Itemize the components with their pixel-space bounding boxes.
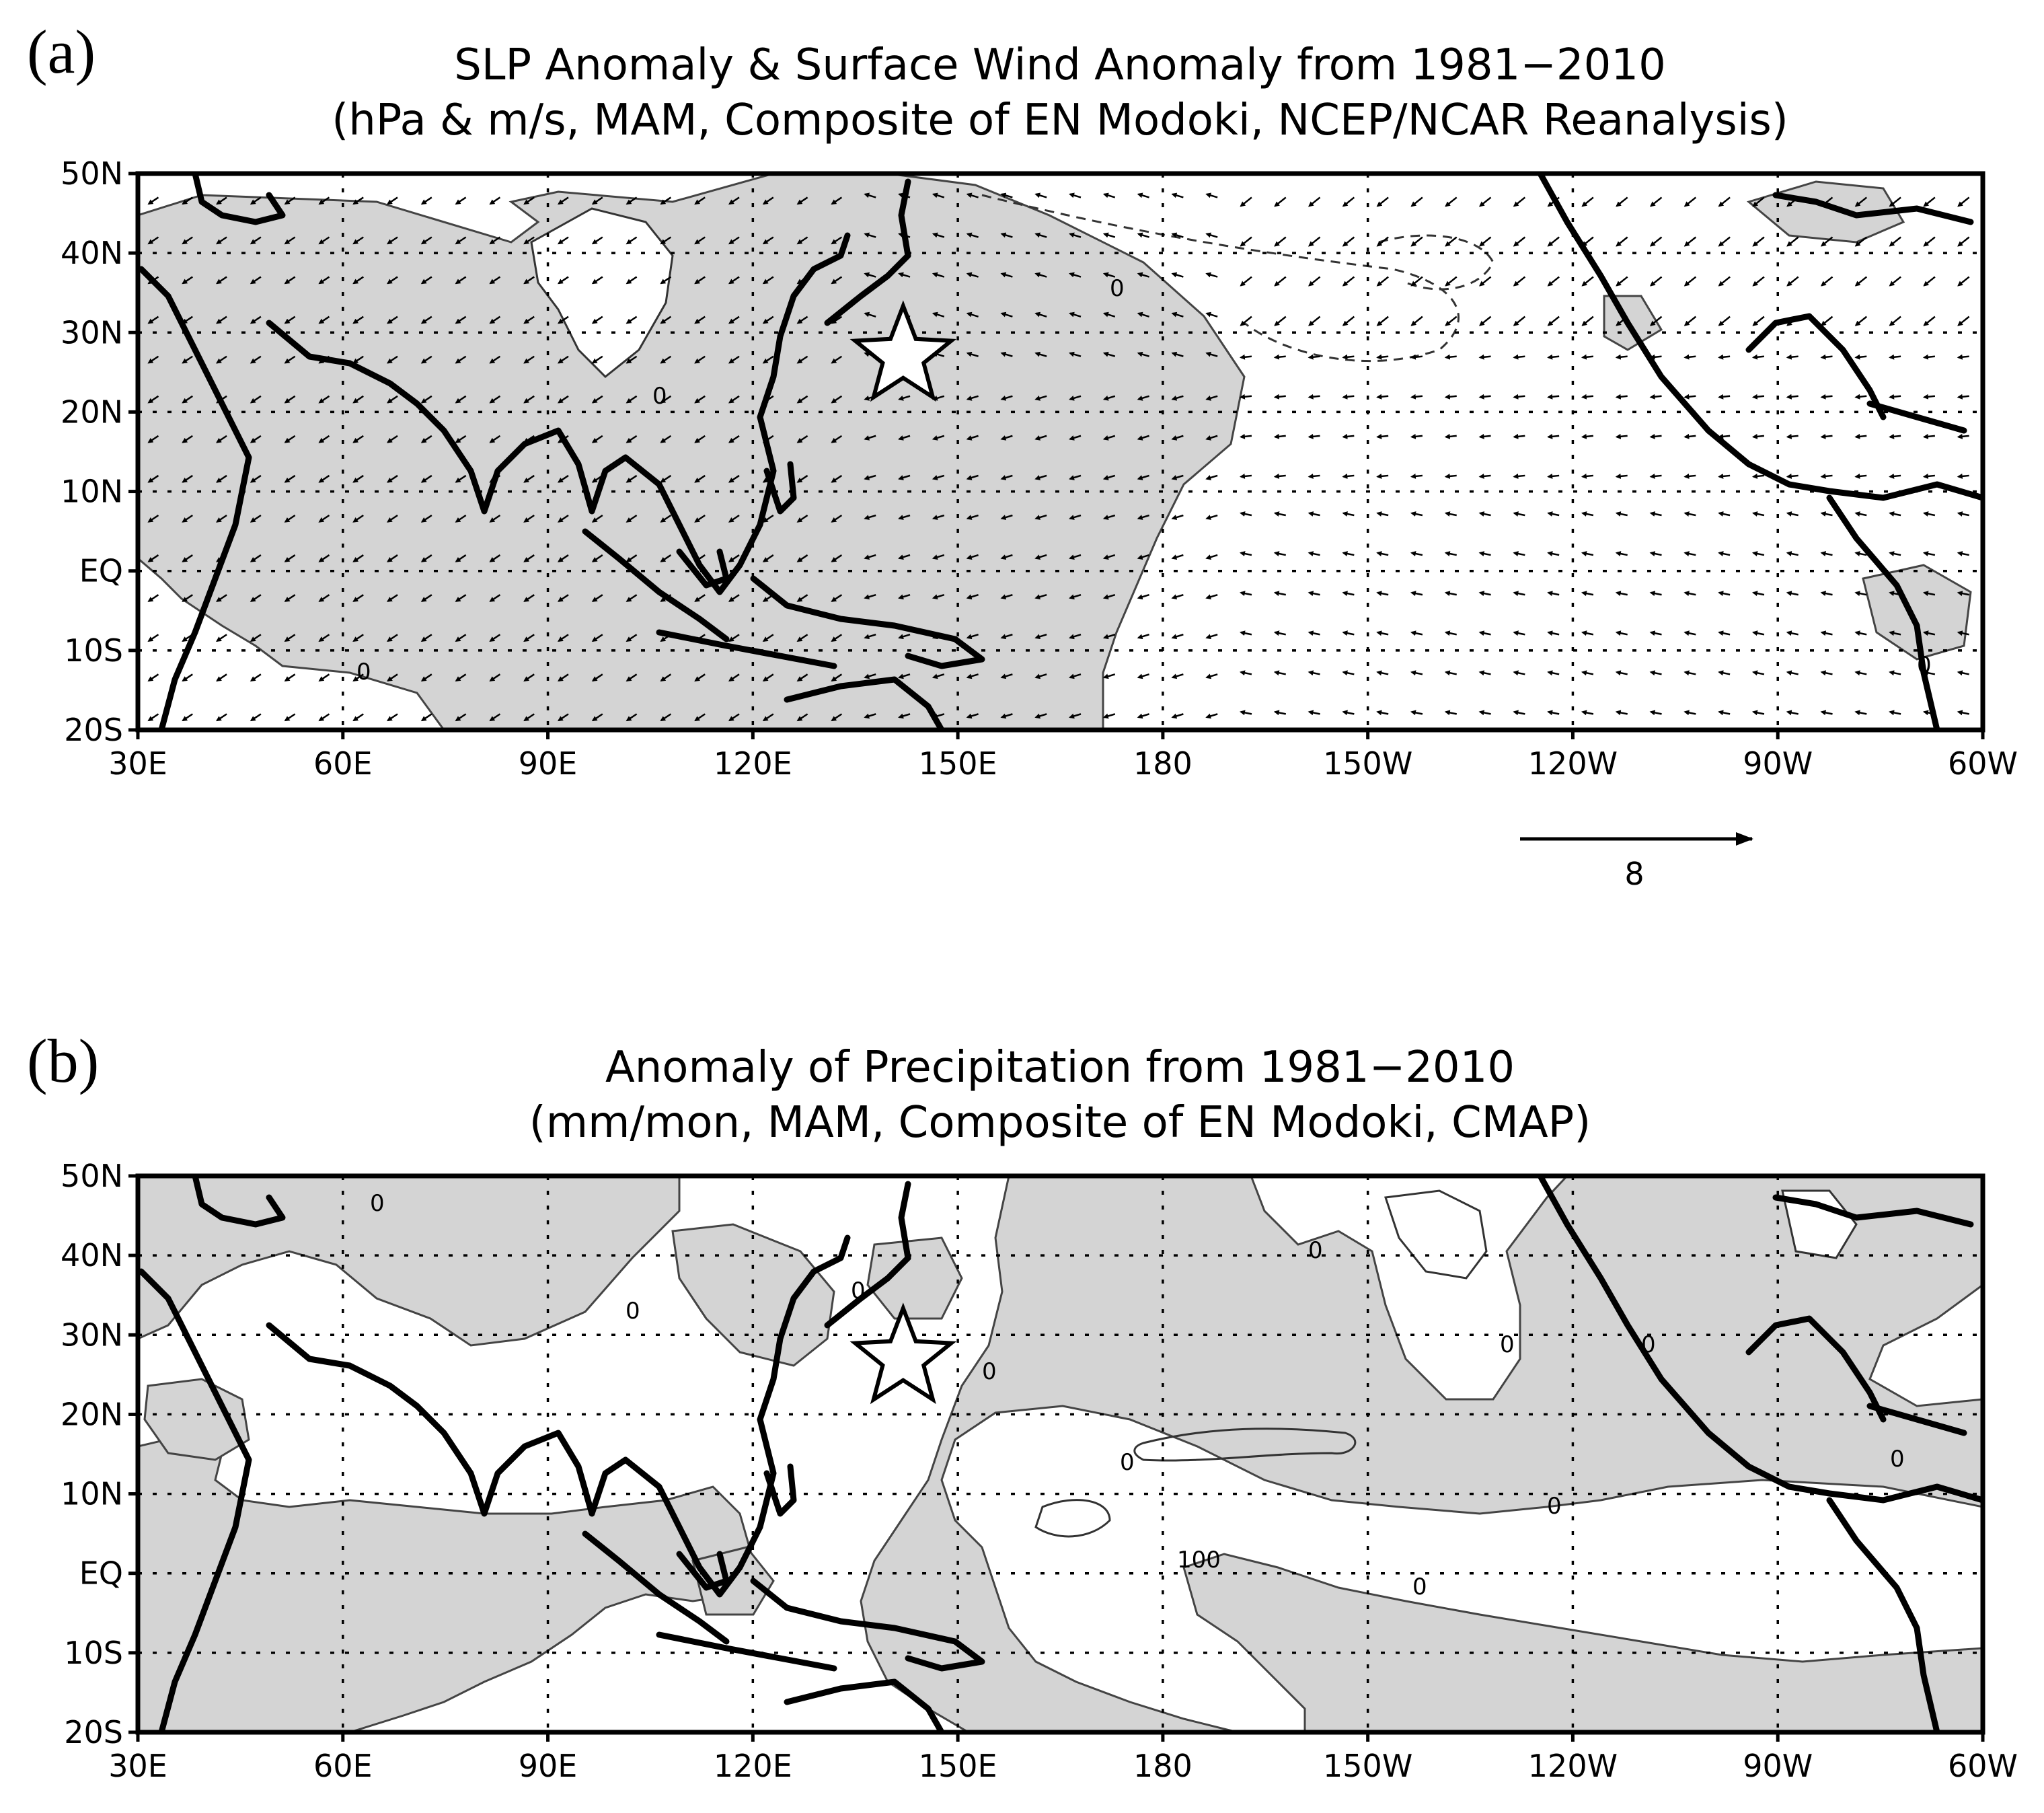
panel-b-contour-label: 0 <box>626 1298 640 1325</box>
panel-b-contour-label: 0 <box>1641 1331 1656 1358</box>
longitude-tick-label: 150E <box>919 745 997 782</box>
longitude-tick-label: 60W <box>1948 1748 2018 1784</box>
longitude-tick-label: 30E <box>108 1748 167 1784</box>
latitude-tick-label: 40N <box>61 235 123 271</box>
panel-a-contour-label: 0 <box>356 659 371 686</box>
panel-b-contour-label: 0 <box>1120 1449 1135 1476</box>
latitude-tick-label: 20S <box>64 1714 123 1750</box>
longitude-tick-label: 90W <box>1743 1748 1813 1784</box>
panel-a: (a) SLP Anomaly & Surface Wind Anomaly f… <box>27 17 2018 892</box>
panel-a-letter: (a) <box>27 17 96 86</box>
panel-b-contour-label: 0 <box>982 1358 997 1385</box>
latitude-tick-label: 40N <box>61 1237 123 1273</box>
longitude-tick-label: 60E <box>313 745 373 782</box>
latitude-tick-label: 10S <box>64 1635 123 1671</box>
longitude-tick-label: 90E <box>519 1748 578 1784</box>
latitude-tick-label: EQ <box>79 1555 123 1592</box>
panel-b-contour-label: 0 <box>370 1190 385 1217</box>
longitude-tick-label: 150E <box>919 1748 997 1784</box>
panel-a-map: 0 0 0 0 <box>138 174 1983 730</box>
longitude-tick-label: 120E <box>714 745 792 782</box>
panel-a-positive-anomaly-region <box>138 174 1246 730</box>
panel-a-title-line1: SLP Anomaly & Surface Wind Anomaly from … <box>454 40 1666 90</box>
panel-b-contour-label: 0 <box>851 1278 866 1304</box>
longitude-tick-label: 120W <box>1528 745 1618 782</box>
longitude-tick-label: 90E <box>519 745 578 782</box>
panel-b-contour-label: 100 <box>1177 1547 1221 1574</box>
panel-b-letter: (b) <box>27 1027 99 1095</box>
latitude-tick-label: 20S <box>64 712 123 748</box>
panel-b-map: 0 0 0 0 0 0 0 0 0 0 0 100 <box>138 1176 1983 1732</box>
panel-a-longitude-ticks: 30E 60E 90E 120E 150E 180 150W 120W 90W 60W <box>108 730 2018 782</box>
latitude-tick-label: 20N <box>61 1396 123 1432</box>
longitude-tick-label: 30E <box>108 745 167 782</box>
longitude-tick-label: 60W <box>1948 745 2018 782</box>
panel-b-contour-label: 0 <box>1412 1574 1427 1600</box>
panel-b-contour-label: 0 <box>1890 1446 1905 1473</box>
panel-b-title-line1: Anomaly of Precipitation from 1981−2010 <box>605 1043 1515 1093</box>
reference-vector-label: 8 <box>1624 856 1644 892</box>
panel-a-coastlines <box>138 174 1983 730</box>
panel-b-gridlines <box>138 1176 1983 1732</box>
longitude-tick-label: 120W <box>1528 1748 1618 1784</box>
latitude-tick-label: EQ <box>79 553 123 589</box>
longitude-tick-label: 150W <box>1323 745 1412 782</box>
panel-a-title-line2: (hPa & m/s, MAM, Composite of EN Modoki,… <box>332 96 1788 145</box>
latitude-tick-label: 10N <box>61 474 123 510</box>
panel-b-coastlines <box>138 1176 1983 1732</box>
longitude-tick-label: 120E <box>714 1748 792 1784</box>
panel-a-frame <box>135 171 1985 733</box>
panel-a-contour-label: 0 <box>1917 652 1932 679</box>
latitude-tick-label: 30N <box>61 314 123 350</box>
star-icon <box>849 300 957 402</box>
panel-a-contour-label: 0 <box>652 383 667 410</box>
panel-b-positive-anomaly-region <box>138 1176 681 1347</box>
latitude-tick-label: 10N <box>61 1476 123 1512</box>
longitude-tick-label: 60E <box>313 1748 373 1784</box>
latitude-tick-label: 30N <box>61 1317 123 1353</box>
panel-b: (b) Anomaly of Precipitation from 1981−2… <box>27 1027 2018 1784</box>
panel-b-longitude-ticks: 30E 60E 90E 120E 150E 180 150W 120W 90W 60W <box>108 1732 2018 1784</box>
longitude-tick-label: 90W <box>1743 745 1813 782</box>
latitude-tick-label: 20N <box>61 394 123 430</box>
panel-b-title-line2: (mm/mon, MAM, Composite of EN Modoki, CM… <box>529 1098 1591 1148</box>
panel-a-wind-vectors <box>147 192 1970 722</box>
star-icon <box>849 1302 957 1405</box>
panel-a-gridlines <box>138 174 1983 730</box>
panel-b-frame <box>135 1173 1985 1735</box>
reference-vector: 8 <box>1520 832 1753 892</box>
panel-b-contour-label: 0 <box>1547 1493 1562 1520</box>
latitude-tick-label: 50N <box>61 1158 123 1194</box>
panel-a-contour-label: 0 <box>1110 275 1125 302</box>
panel-a-latitude-ticks: 50N 40N 30N 20N 10N EQ 10S 20S <box>61 155 138 748</box>
latitude-tick-label: 10S <box>64 632 123 669</box>
panel-b-contour-label: 0 <box>1500 1331 1515 1358</box>
longitude-tick-label: 180 <box>1133 745 1193 782</box>
longitude-tick-label: 150W <box>1323 1748 1412 1784</box>
longitude-tick-label: 180 <box>1133 1748 1193 1784</box>
panel-b-contour-label: 0 <box>1308 1237 1323 1264</box>
panel-b-latitude-ticks: 50N 40N 30N 20N 10N EQ 10S 20S <box>61 1158 138 1750</box>
latitude-tick-label: 50N <box>61 155 123 192</box>
